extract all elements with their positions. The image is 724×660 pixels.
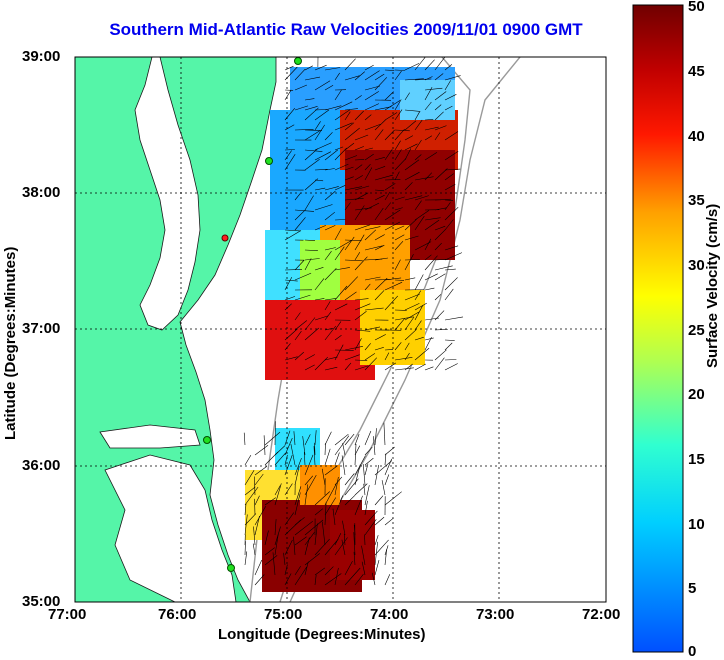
x-tick-label: 72:00	[582, 606, 620, 623]
y-tick-label: 36:00	[22, 457, 60, 474]
colorbar-tick-label: 45	[688, 63, 705, 80]
x-tick-label: 73:00	[476, 606, 514, 623]
x-tick-label: 74:00	[370, 606, 408, 623]
colorbar-label: Surface Velocity (cm/s)	[704, 204, 721, 368]
colorbar-tick-label: 50	[688, 0, 705, 15]
colorbar-tick-label: 15	[688, 451, 705, 468]
y-tick-label: 35:00	[22, 593, 60, 610]
colorbar-tick-label: 30	[688, 257, 705, 274]
station-marker	[295, 58, 302, 65]
y-tick-label: 37:00	[22, 320, 60, 337]
colorbar	[633, 5, 683, 652]
station-marker	[222, 235, 228, 241]
colorbar-tick-label: 0	[688, 643, 696, 660]
colorbar-tick-label: 10	[688, 516, 705, 533]
x-axis-title: Longitude (Degrees:Minutes)	[218, 626, 426, 643]
colorbar-tick-label: 25	[688, 322, 705, 339]
colorbar-tick-label: 20	[688, 386, 705, 403]
y-tick-label: 38:00	[22, 184, 60, 201]
y-axis-title: Latitude (Degrees:Minutes)	[2, 247, 19, 440]
station-marker	[266, 158, 273, 165]
x-tick-label: 75:00	[264, 606, 302, 623]
colorbar-tick-label: 5	[688, 580, 696, 597]
colorbar-tick-label: 40	[688, 128, 705, 145]
colorbar-tick-label: 35	[688, 192, 705, 209]
y-tick-label: 39:00	[22, 48, 60, 65]
x-tick-label: 76:00	[158, 606, 196, 623]
station-marker	[204, 437, 211, 444]
station-marker	[228, 565, 235, 572]
